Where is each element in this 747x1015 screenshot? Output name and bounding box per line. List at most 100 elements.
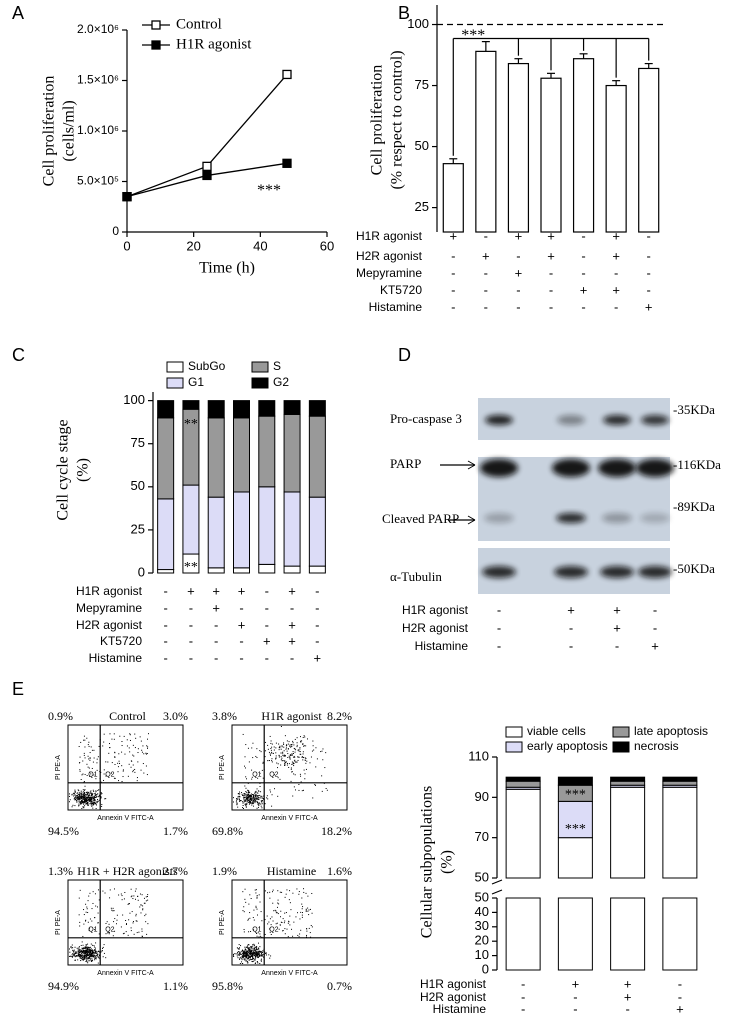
event-dot <box>83 952 85 954</box>
treatment-mark: - <box>647 265 651 280</box>
event-dot <box>275 752 277 754</box>
event-dot <box>89 775 91 777</box>
event-dot <box>254 955 256 957</box>
event-dot <box>95 952 97 954</box>
event-dot <box>86 801 88 803</box>
event-dot <box>265 750 267 752</box>
event-dot <box>72 793 74 795</box>
event-dot <box>249 801 251 803</box>
event-dot <box>87 744 89 746</box>
event-dot <box>242 796 244 798</box>
plot-frame <box>67 724 184 811</box>
event-dot <box>251 793 253 795</box>
event-dot <box>300 741 302 743</box>
plot-frame <box>231 879 348 966</box>
event-dot <box>251 802 253 804</box>
treatment-mark: + <box>613 620 621 635</box>
event-dot <box>105 922 107 924</box>
event-dot <box>246 954 248 956</box>
event-dot <box>146 774 148 776</box>
treatment-mark: - <box>265 583 269 598</box>
event-dot <box>90 797 92 799</box>
event-dot <box>259 785 261 787</box>
event-dot <box>237 951 239 953</box>
event-dot <box>83 794 85 796</box>
event-dot <box>136 780 138 782</box>
event-dot <box>73 798 75 800</box>
event-dot <box>98 954 100 956</box>
event-dot <box>86 956 88 958</box>
event-dot <box>250 800 252 802</box>
event-dot <box>292 740 294 742</box>
event-dot <box>260 960 262 962</box>
event-dot <box>109 889 111 891</box>
event-dot <box>254 948 256 950</box>
event-dot <box>125 920 127 922</box>
event-dot <box>247 951 249 953</box>
blot-band <box>557 415 585 425</box>
event-dot <box>257 954 259 956</box>
event-dot <box>145 896 147 898</box>
treatment-mark: - <box>189 650 193 665</box>
quadrant-percent: 3.0% <box>163 709 188 723</box>
event-dot <box>243 793 245 795</box>
event-dot <box>244 948 246 950</box>
event-dot <box>89 957 91 959</box>
event-dot <box>252 953 254 955</box>
event-dot <box>301 756 303 758</box>
event-dot <box>244 959 246 961</box>
event-dot <box>299 736 301 738</box>
event-dot <box>243 911 245 913</box>
quadrant-percent: 1.3% <box>48 864 73 878</box>
event-dot <box>315 747 317 749</box>
blot-band <box>636 459 674 477</box>
treatment-mark: - <box>521 1001 525 1015</box>
event-dot <box>252 800 254 802</box>
treatment-name: KT5720 <box>380 283 422 297</box>
event-dot <box>311 892 313 894</box>
event-dot <box>251 949 253 951</box>
event-dot <box>90 804 92 806</box>
event-dot <box>85 947 87 949</box>
event-dot <box>302 751 304 753</box>
event-dot <box>91 803 93 805</box>
event-dot <box>249 797 251 799</box>
quadrant-name: Q2 <box>105 772 114 779</box>
event-dot <box>275 742 277 744</box>
event-dot <box>98 745 100 747</box>
event-dot <box>84 951 86 953</box>
event-dot <box>247 800 249 802</box>
treatment-mark: + <box>515 228 523 243</box>
event-dot <box>75 955 77 957</box>
event-dot <box>255 892 257 894</box>
event-dot <box>295 916 297 918</box>
event-dot <box>71 947 73 949</box>
event-dot <box>276 906 278 908</box>
event-dot <box>91 961 93 963</box>
event-dot <box>103 944 105 946</box>
event-dot <box>118 753 120 755</box>
event-dot <box>88 930 90 932</box>
event-dot <box>93 798 95 800</box>
event-dot <box>85 791 87 793</box>
event-dot <box>239 956 241 958</box>
event-dot <box>280 752 282 754</box>
event-dot <box>244 765 246 767</box>
event-dot <box>273 910 275 912</box>
event-dot <box>235 801 237 803</box>
event-dot <box>276 912 278 914</box>
y-axis-title: (%) <box>75 458 92 482</box>
event-dot <box>256 788 258 790</box>
event-dot <box>249 948 251 950</box>
event-dot <box>121 745 123 747</box>
event-dot <box>249 894 251 896</box>
event-dot <box>128 903 130 905</box>
event-dot <box>85 945 87 947</box>
event-dot <box>84 952 86 954</box>
legend-label: G2 <box>273 375 289 389</box>
legend-swatch <box>505 741 523 753</box>
treatment-mark: - <box>290 650 294 665</box>
event-dot <box>264 933 266 935</box>
event-dot <box>304 759 306 761</box>
event-dot <box>76 795 78 797</box>
